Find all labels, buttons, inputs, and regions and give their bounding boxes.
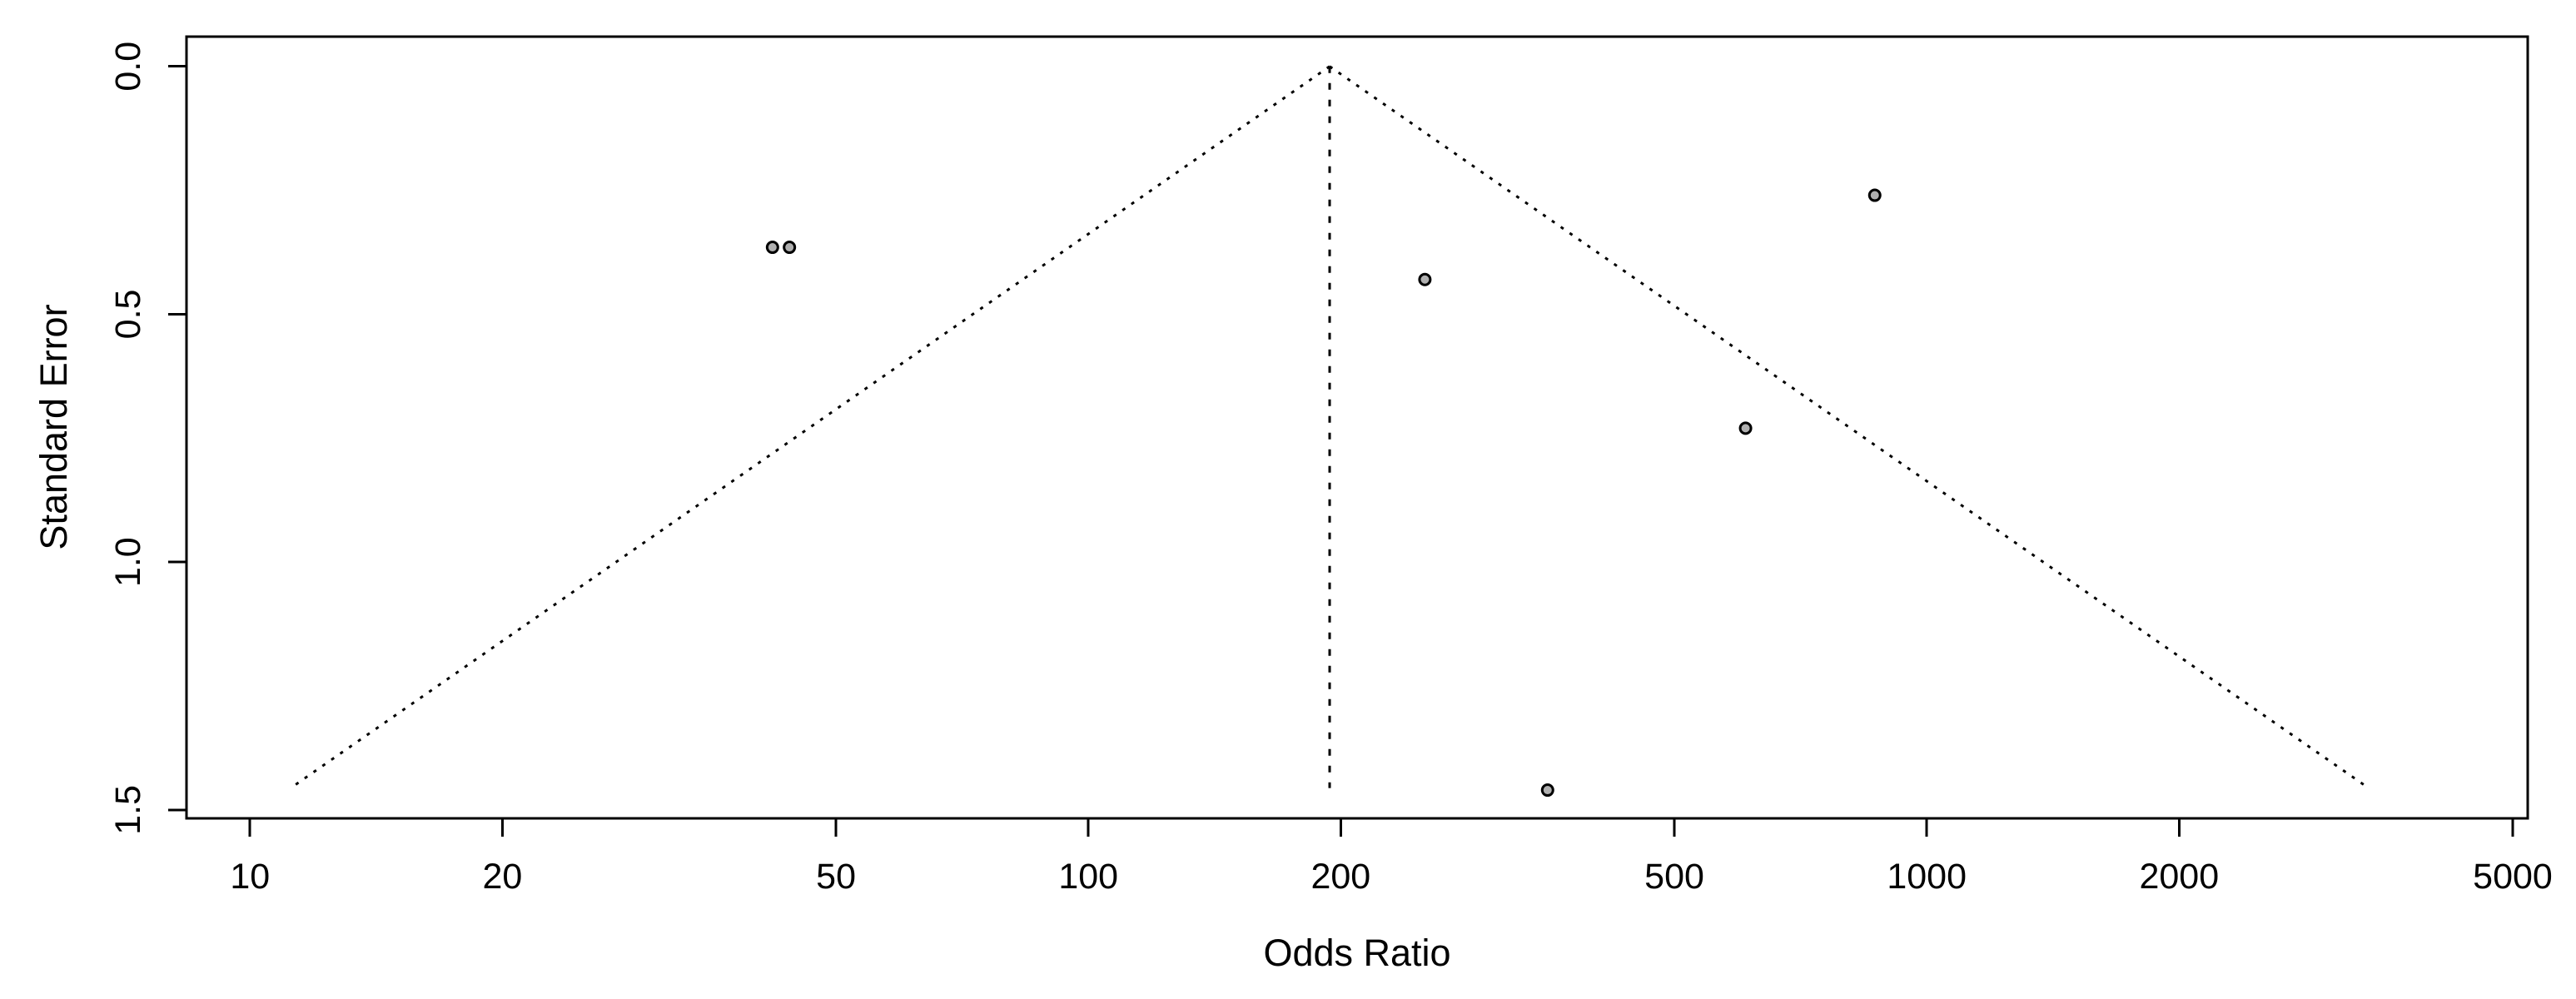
y-axis-title: Standard Error xyxy=(32,304,75,549)
data-point xyxy=(783,241,797,255)
x-tick-label: 500 xyxy=(1644,857,1704,897)
y-tick-label: 1.5 xyxy=(108,785,148,835)
funnel-ci-lines xyxy=(290,65,2370,789)
data-point xyxy=(1418,272,1432,286)
x-tick-label: 10 xyxy=(230,857,270,897)
data-point xyxy=(1738,421,1753,435)
x-axis: 10 20 50 100 200 500 1000 2000 5000 xyxy=(230,818,2553,897)
data-points xyxy=(765,188,1882,798)
plot-border xyxy=(185,35,2529,820)
y-tick-label: 0.0 xyxy=(108,42,148,92)
x-axis-title: Odds Ratio xyxy=(1263,932,1450,974)
x-tick-label: 20 xyxy=(482,857,522,897)
x-tick-label: 50 xyxy=(816,857,856,897)
x-tick-label: 5000 xyxy=(2473,857,2553,897)
x-tick-label: 1000 xyxy=(1887,857,1967,897)
y-tick-label: 1.0 xyxy=(108,537,148,587)
funnel-left-line xyxy=(290,65,1330,789)
funnel-right-line xyxy=(1329,65,2370,789)
x-tick-label: 200 xyxy=(1310,857,1370,897)
data-point xyxy=(1867,188,1882,202)
data-point xyxy=(1540,783,1554,798)
y-axis: 0.0 0.5 1.0 1.5 xyxy=(108,42,186,835)
x-tick-label: 2000 xyxy=(2139,857,2219,897)
y-tick-label: 0.5 xyxy=(108,290,148,340)
data-point xyxy=(765,241,779,255)
x-tick-label: 100 xyxy=(1058,857,1118,897)
